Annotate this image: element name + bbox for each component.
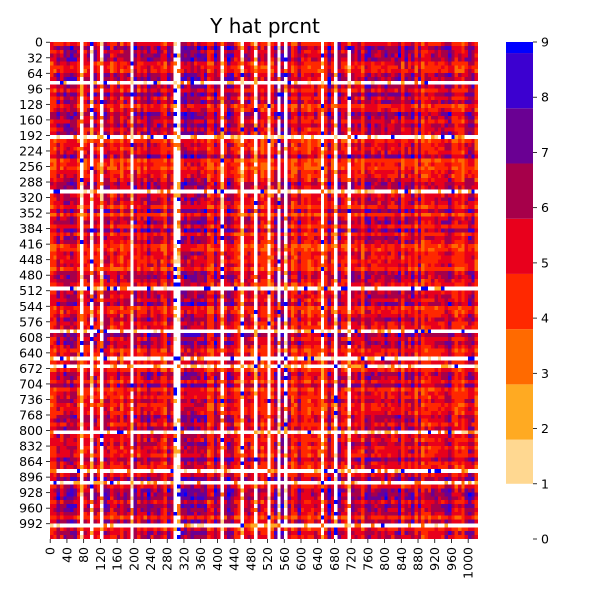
row-tick-label: 896 <box>19 470 43 485</box>
row-tick-label: 416 <box>19 237 43 252</box>
colorbar-tick-label: 9 <box>541 35 549 50</box>
row-tick-label: 736 <box>19 392 43 407</box>
colorbar-band <box>506 218 533 274</box>
colorbar-tick-label: 3 <box>541 366 549 381</box>
row-tick-label: 800 <box>19 423 43 438</box>
column-tick-label: 920 <box>427 547 442 571</box>
row-tick-label: 864 <box>19 454 43 469</box>
column-tick-label: 560 <box>277 547 292 571</box>
colorbar-band <box>506 42 533 54</box>
row-tick-label: 640 <box>19 345 43 360</box>
column-tick-label: 120 <box>93 547 108 571</box>
row-tick-label: 288 <box>19 175 43 190</box>
colorbar-band <box>506 329 533 385</box>
colorbar-tick-label: 0 <box>541 532 549 547</box>
column-tick-label: 960 <box>444 547 459 571</box>
colorbar-tick-label: 2 <box>541 421 549 436</box>
column-tick-label: 240 <box>143 547 158 571</box>
column-tick-label: 440 <box>227 547 242 571</box>
column-tick-label: 880 <box>411 547 426 571</box>
column-tick-label: 480 <box>243 547 258 571</box>
column-tick-label: 680 <box>327 547 342 571</box>
column-tick-label: 840 <box>394 547 409 571</box>
row-tick-label: 928 <box>19 485 43 500</box>
column-tick-label: 80 <box>76 547 91 563</box>
row-tick-label: 704 <box>19 376 43 391</box>
heatmap-image <box>50 42 478 539</box>
row-tick-label: 256 <box>19 159 43 174</box>
column-tick-label: 720 <box>344 547 359 571</box>
heatmap-cells <box>50 42 478 539</box>
column-ticks: 0 40 80 120 160 200 240 280 320 360 400 440 480 520 56… <box>43 539 476 579</box>
colorbar-tick-label: 4 <box>541 311 549 326</box>
column-tick-label: 1000 <box>461 547 476 579</box>
row-tick-label: 544 <box>19 299 43 314</box>
row-tick-label: 64 <box>27 66 43 81</box>
colorbar-tick-label: 5 <box>541 255 549 270</box>
colorbar <box>506 42 533 539</box>
column-tick-label: 0 <box>43 547 58 555</box>
chart-title: Y hat prcnt <box>209 14 320 38</box>
colorbar-band <box>506 273 533 330</box>
row-tick-label: 96 <box>27 81 43 96</box>
column-tick-label: 800 <box>377 547 392 571</box>
column-tick-label: 40 <box>59 547 74 563</box>
row-tick-label: 832 <box>19 439 43 454</box>
row-tick-label: 672 <box>19 361 43 376</box>
colorbar-tick-label: 1 <box>541 476 549 491</box>
colorbar-band <box>506 483 533 539</box>
colorbar-band <box>506 108 533 164</box>
row-tick-label: 320 <box>19 190 43 205</box>
column-tick-label: 160 <box>110 547 125 571</box>
row-tick-label: 192 <box>19 128 43 143</box>
column-tick-label: 640 <box>310 547 325 571</box>
row-tick-label: 32 <box>27 50 43 65</box>
column-tick-label: 320 <box>176 547 191 571</box>
column-tick-label: 600 <box>293 547 308 571</box>
row-tick-label: 480 <box>19 268 43 283</box>
row-tick-label: 128 <box>19 97 43 112</box>
row-tick-label: 0 <box>35 35 43 50</box>
colorbar-tick-label: 7 <box>541 145 549 160</box>
colorbar-band <box>506 53 533 109</box>
colorbar-tick-label: 6 <box>541 200 549 215</box>
row-tick-label: 384 <box>19 221 43 236</box>
row-tick-label: 224 <box>19 143 43 158</box>
column-tick-label: 760 <box>360 547 375 571</box>
colorbar-ticks: 0 1 2 3 4 5 6 7 8 9 <box>533 35 549 547</box>
row-tick-label: 576 <box>19 314 43 329</box>
column-tick-label: 520 <box>260 547 275 571</box>
colorbar-band <box>506 384 533 440</box>
column-tick-label: 280 <box>160 547 175 571</box>
row-tick-label: 448 <box>19 252 43 267</box>
row-tick-label: 768 <box>19 407 43 422</box>
column-tick-label: 400 <box>210 547 225 571</box>
column-tick-label: 200 <box>126 547 141 571</box>
row-tick-label: 512 <box>19 283 43 298</box>
row-ticks: 0326496128160192224256288320352384416448… <box>19 35 50 531</box>
row-tick-label: 960 <box>19 501 43 516</box>
colorbar-band <box>506 163 533 219</box>
column-tick-label: 360 <box>193 547 208 571</box>
colorbar-band <box>506 439 533 484</box>
row-tick-label: 352 <box>19 206 43 221</box>
row-tick-label: 608 <box>19 330 43 345</box>
row-tick-label: 992 <box>19 516 43 531</box>
colorbar-tick-label: 8 <box>541 90 549 105</box>
row-tick-label: 160 <box>19 112 43 127</box>
